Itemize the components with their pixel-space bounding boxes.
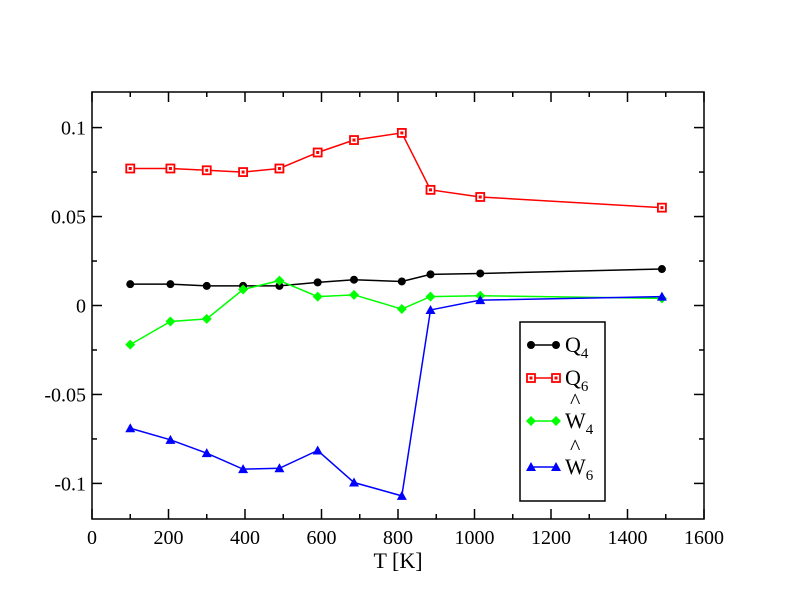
data-point-core xyxy=(316,150,320,154)
data-point xyxy=(657,265,666,274)
data-point xyxy=(165,316,176,327)
legend-marker xyxy=(526,416,536,426)
data-point xyxy=(397,277,406,286)
data-point-core xyxy=(400,131,404,135)
legend-hat: ^ xyxy=(570,388,581,413)
x-tick-label: 400 xyxy=(230,527,260,549)
data-point xyxy=(425,291,436,302)
data-point xyxy=(312,291,323,302)
x-tick-label: 800 xyxy=(383,527,413,549)
y-tick-label: 0.05 xyxy=(51,207,86,229)
data-point xyxy=(312,445,323,455)
x-axis-title: T [K] xyxy=(373,548,422,573)
data-point xyxy=(350,275,359,284)
x-tick-label: 1600 xyxy=(684,527,724,549)
data-point xyxy=(274,463,285,473)
legend-label: W4 xyxy=(565,408,594,438)
legend-label-main: Q xyxy=(565,332,581,357)
series-w6 xyxy=(125,291,667,500)
data-point xyxy=(275,281,284,290)
x-tick-label: 200 xyxy=(154,527,184,549)
data-point xyxy=(656,291,667,301)
data-point xyxy=(166,280,175,289)
legend-marker-core xyxy=(554,376,558,380)
x-tick-label: 1200 xyxy=(531,527,571,549)
legend-label-main: W xyxy=(565,454,586,479)
legend-label-subscript: 6 xyxy=(581,379,589,395)
data-point xyxy=(125,423,136,433)
legend-label: W6 xyxy=(565,454,594,484)
series-q4 xyxy=(126,265,666,290)
x-tick-label: 600 xyxy=(307,527,337,549)
data-point xyxy=(202,281,211,290)
data-point xyxy=(426,270,435,279)
data-point xyxy=(476,269,485,278)
y-tick-label: -0.05 xyxy=(44,384,86,406)
data-point-core xyxy=(429,188,433,192)
legend-label-subscript: 4 xyxy=(581,346,589,362)
legend-item: Q6 xyxy=(526,365,589,395)
legend-marker xyxy=(552,341,560,349)
data-point xyxy=(313,278,322,287)
data-point xyxy=(125,339,136,350)
axis-ticks xyxy=(91,92,705,519)
series-q6 xyxy=(125,128,667,213)
legend-marker xyxy=(526,462,536,471)
legend-marker-core xyxy=(529,376,533,380)
data-point xyxy=(349,477,360,487)
legend-item: ^W6 xyxy=(526,434,594,484)
data-point xyxy=(126,280,135,289)
series-line xyxy=(130,268,662,287)
data-point xyxy=(201,313,212,324)
legend-label-main: W xyxy=(565,408,586,433)
legend-label: Q6 xyxy=(565,365,589,395)
data-point xyxy=(238,464,249,474)
data-point-core xyxy=(241,170,245,174)
data-point xyxy=(396,304,407,315)
x-tick-label: 0 xyxy=(87,527,97,549)
legend-label-main: Q xyxy=(565,365,581,390)
y-tick-label: 0 xyxy=(76,296,86,318)
data-series xyxy=(125,128,667,500)
data-point xyxy=(349,289,360,300)
data-point xyxy=(396,490,407,500)
legend-marker xyxy=(527,341,535,349)
data-point xyxy=(238,284,249,295)
data-point-core xyxy=(352,138,356,142)
x-tick-label: 1000 xyxy=(455,527,495,549)
data-point xyxy=(475,295,486,305)
data-point-core xyxy=(478,195,482,199)
data-point xyxy=(201,448,212,458)
y-tick-label: 0.1 xyxy=(61,118,86,140)
legend-label-subscript: 6 xyxy=(586,468,594,484)
axis-tick-labels: 0 200 400 600 800 1000 1200 1400 1600 -0.1 -0.05 0 0… xyxy=(44,118,724,549)
data-point-core xyxy=(205,168,209,172)
plot-frame xyxy=(91,91,705,520)
legend-item: ^W4 xyxy=(526,388,594,438)
y-tick-label: -0.1 xyxy=(54,473,86,495)
legend-item: Q4 xyxy=(527,332,589,362)
legend-box xyxy=(519,321,606,502)
data-point-core xyxy=(277,167,281,171)
legend-hat: ^ xyxy=(570,434,581,459)
data-point xyxy=(425,304,436,314)
data-point xyxy=(274,275,285,286)
series-w4 xyxy=(125,275,667,350)
legend-label-subscript: 4 xyxy=(586,422,594,438)
data-point-core xyxy=(128,167,132,171)
data-point-core xyxy=(168,167,172,171)
data-point xyxy=(165,434,176,444)
legend-label: Q4 xyxy=(565,332,589,362)
x-tick-label: 1400 xyxy=(608,527,648,549)
data-point-core xyxy=(660,206,664,210)
legend-marker xyxy=(551,462,561,471)
legend-marker xyxy=(551,416,561,426)
